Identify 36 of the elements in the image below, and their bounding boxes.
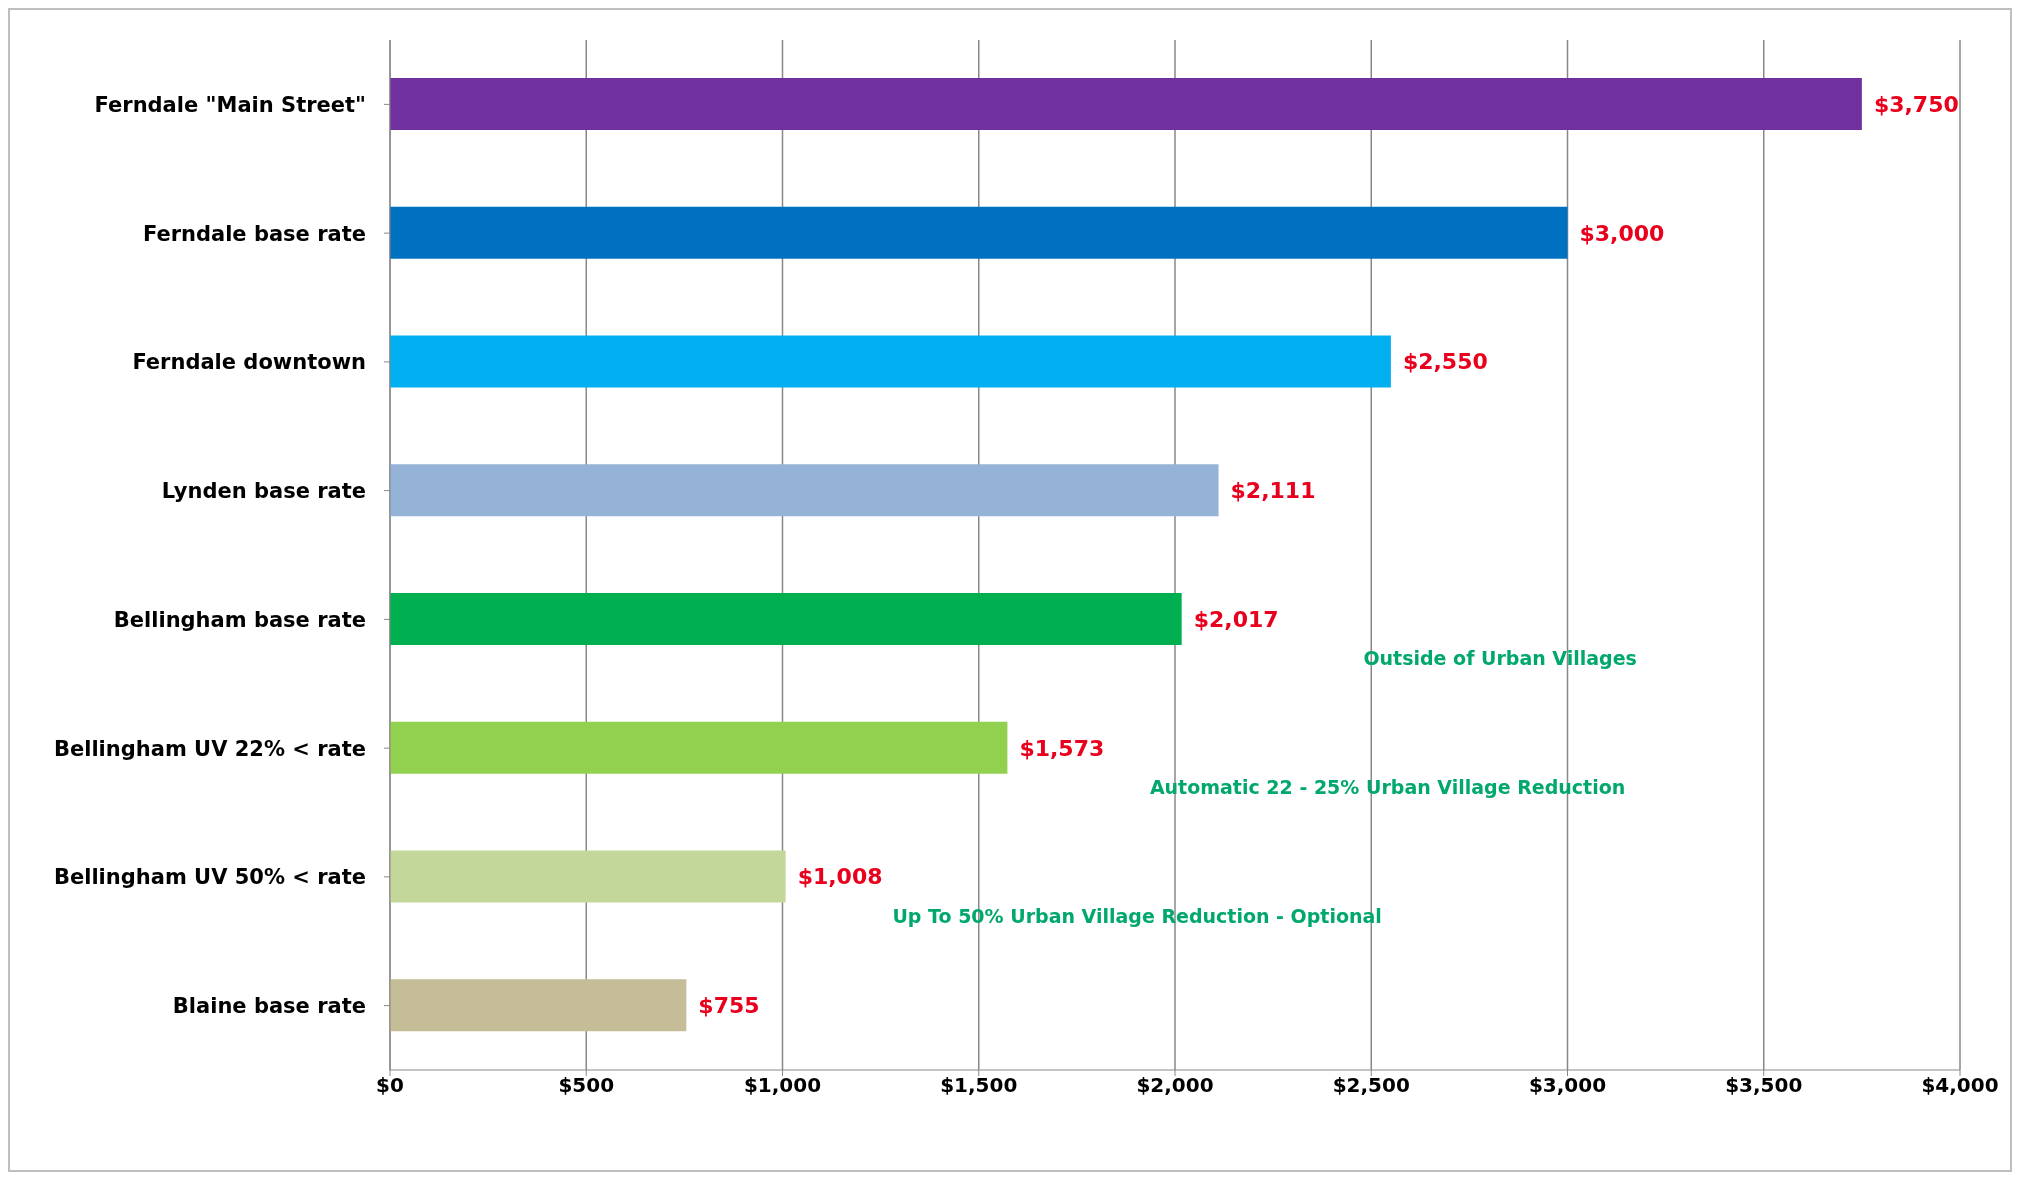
y-tick-label: Ferndale base rate [142, 221, 366, 246]
data-label: $2,111 [1230, 478, 1316, 504]
bar [390, 721, 1008, 774]
y-tick-label: Bellingham base rate [113, 607, 366, 632]
data-label: $2,550 [1402, 349, 1488, 375]
x-tick-label: $4,000 [1921, 1073, 1999, 1098]
y-tick-label: Bellingham UV 22% < rate [53, 736, 366, 761]
data-label: $1,008 [797, 864, 883, 890]
x-tick-label: $2,500 [1332, 1073, 1410, 1098]
bar [390, 979, 687, 1032]
x-tick-label: $1,500 [940, 1073, 1018, 1098]
y-tick-label: Lynden base rate [161, 479, 366, 504]
bar [390, 206, 1568, 259]
x-tick-label: $3,500 [1725, 1073, 1803, 1098]
data-label: $2,017 [1193, 606, 1279, 632]
bar [390, 464, 1219, 517]
x-tick-label: $3,000 [1528, 1073, 1607, 1098]
y-tick-label: Blaine base rate [172, 994, 366, 1019]
data-label: $3,750 [1873, 91, 1959, 117]
annotation: Automatic 22 - 25% Urban Village Reduction [1149, 776, 1626, 799]
data-label: $755 [698, 993, 760, 1019]
x-tick-label: $2,000 [1136, 1073, 1214, 1098]
annotation: Up To 50% Urban Village Reduction - Optional [892, 904, 1382, 927]
y-tick-label: Bellingham UV 50% < rate [53, 865, 366, 890]
data-label: $3,000 [1579, 220, 1665, 246]
x-tick-label: $0 [376, 1073, 404, 1098]
bar [390, 593, 1182, 645]
x-tick-label: $1,000 [743, 1073, 822, 1098]
y-tick-label: Ferndale "Main Street" [94, 92, 366, 117]
annotation: Outside of Urban Villages [1363, 647, 1637, 670]
x-tick-label: $500 [558, 1073, 615, 1098]
bar [390, 850, 786, 903]
data-label: $1,573 [1019, 735, 1105, 761]
bar [390, 78, 1862, 130]
y-tick-label: Ferndale downtown [132, 350, 366, 375]
bar [390, 335, 1391, 388]
